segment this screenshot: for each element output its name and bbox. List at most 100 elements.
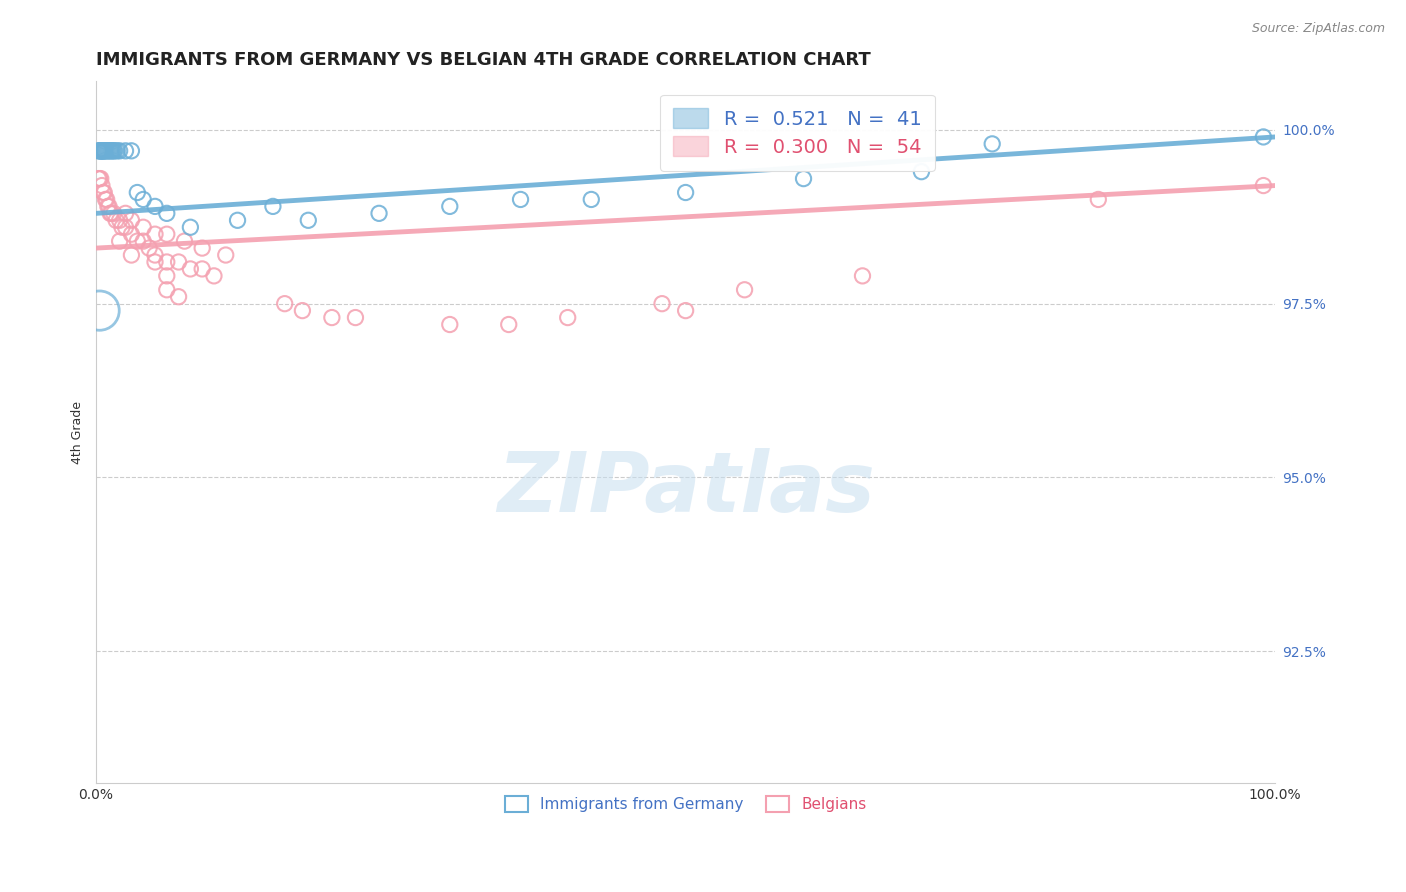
Point <box>91 178 114 193</box>
Point <box>89 144 111 158</box>
Point <box>132 234 155 248</box>
Point <box>143 248 166 262</box>
Text: IMMIGRANTS FROM GERMANY VS BELGIAN 4TH GRADE CORRELATION CHART: IMMIGRANTS FROM GERMANY VS BELGIAN 4TH G… <box>96 51 870 69</box>
Point <box>94 144 117 158</box>
Point <box>105 213 128 227</box>
Point <box>104 144 127 158</box>
Point <box>89 303 111 318</box>
Point <box>120 144 142 158</box>
Point <box>127 186 149 200</box>
Point <box>120 227 142 242</box>
Point <box>100 206 122 220</box>
Point <box>439 199 461 213</box>
Point <box>368 206 391 220</box>
Point <box>91 144 114 158</box>
Point <box>1253 130 1275 145</box>
Text: Source: ZipAtlas.com: Source: ZipAtlas.com <box>1251 22 1385 36</box>
Point <box>96 144 118 158</box>
Point <box>138 241 160 255</box>
Point <box>98 206 121 220</box>
Point <box>297 213 319 227</box>
Point <box>97 199 120 213</box>
Point <box>98 144 121 158</box>
Point <box>675 303 697 318</box>
Point <box>226 213 249 227</box>
Point <box>734 283 756 297</box>
Point <box>98 199 121 213</box>
Point <box>179 261 201 276</box>
Point <box>132 220 155 235</box>
Point <box>439 318 461 332</box>
Point <box>90 144 112 158</box>
Point <box>111 220 134 235</box>
Point <box>87 171 110 186</box>
Point <box>167 255 190 269</box>
Point <box>114 144 136 158</box>
Point <box>127 234 149 248</box>
Point <box>143 227 166 242</box>
Point <box>108 234 131 248</box>
Point <box>273 296 295 310</box>
Point <box>91 144 114 158</box>
Point <box>173 234 195 248</box>
Point <box>156 268 179 283</box>
Point <box>120 248 142 262</box>
Point <box>89 171 111 186</box>
Point <box>581 193 603 207</box>
Point <box>105 144 128 158</box>
Point <box>98 144 121 158</box>
Point <box>143 255 166 269</box>
Point <box>100 144 122 158</box>
Point <box>1253 178 1275 193</box>
Point <box>89 144 111 158</box>
Point <box>509 193 531 207</box>
Legend: Immigrants from Germany, Belgians: Immigrants from Germany, Belgians <box>492 784 879 824</box>
Point <box>103 206 125 220</box>
Point <box>91 144 114 158</box>
Point <box>156 283 179 297</box>
Point <box>93 144 115 158</box>
Point <box>108 213 131 227</box>
Point <box>179 220 201 235</box>
Point <box>156 255 179 269</box>
Point <box>114 220 136 235</box>
Point <box>651 296 673 310</box>
Point <box>1087 193 1109 207</box>
Point <box>94 193 117 207</box>
Point <box>321 310 343 325</box>
Point <box>167 290 190 304</box>
Point <box>910 164 932 178</box>
Point <box>191 241 214 255</box>
Point <box>793 171 815 186</box>
Point <box>114 206 136 220</box>
Point <box>91 186 114 200</box>
Point <box>96 193 118 207</box>
Point <box>344 310 367 325</box>
Point <box>103 144 125 158</box>
Point <box>215 248 238 262</box>
Point <box>291 303 314 318</box>
Point <box>202 268 225 283</box>
Point <box>143 199 166 213</box>
Point <box>851 268 873 283</box>
Point <box>191 261 214 276</box>
Point <box>101 144 124 158</box>
Point <box>262 199 284 213</box>
Point <box>93 186 115 200</box>
Point <box>87 144 110 158</box>
Point <box>97 144 120 158</box>
Point <box>120 213 142 227</box>
Point <box>132 193 155 207</box>
Point <box>91 144 114 158</box>
Point <box>156 227 179 242</box>
Y-axis label: 4th Grade: 4th Grade <box>72 401 84 464</box>
Point <box>156 206 179 220</box>
Point <box>675 186 697 200</box>
Text: ZIPatlas: ZIPatlas <box>496 448 875 529</box>
Point <box>498 318 520 332</box>
Point <box>90 171 112 186</box>
Point <box>93 144 115 158</box>
Point <box>981 136 1004 151</box>
Point <box>108 144 131 158</box>
Point <box>557 310 579 325</box>
